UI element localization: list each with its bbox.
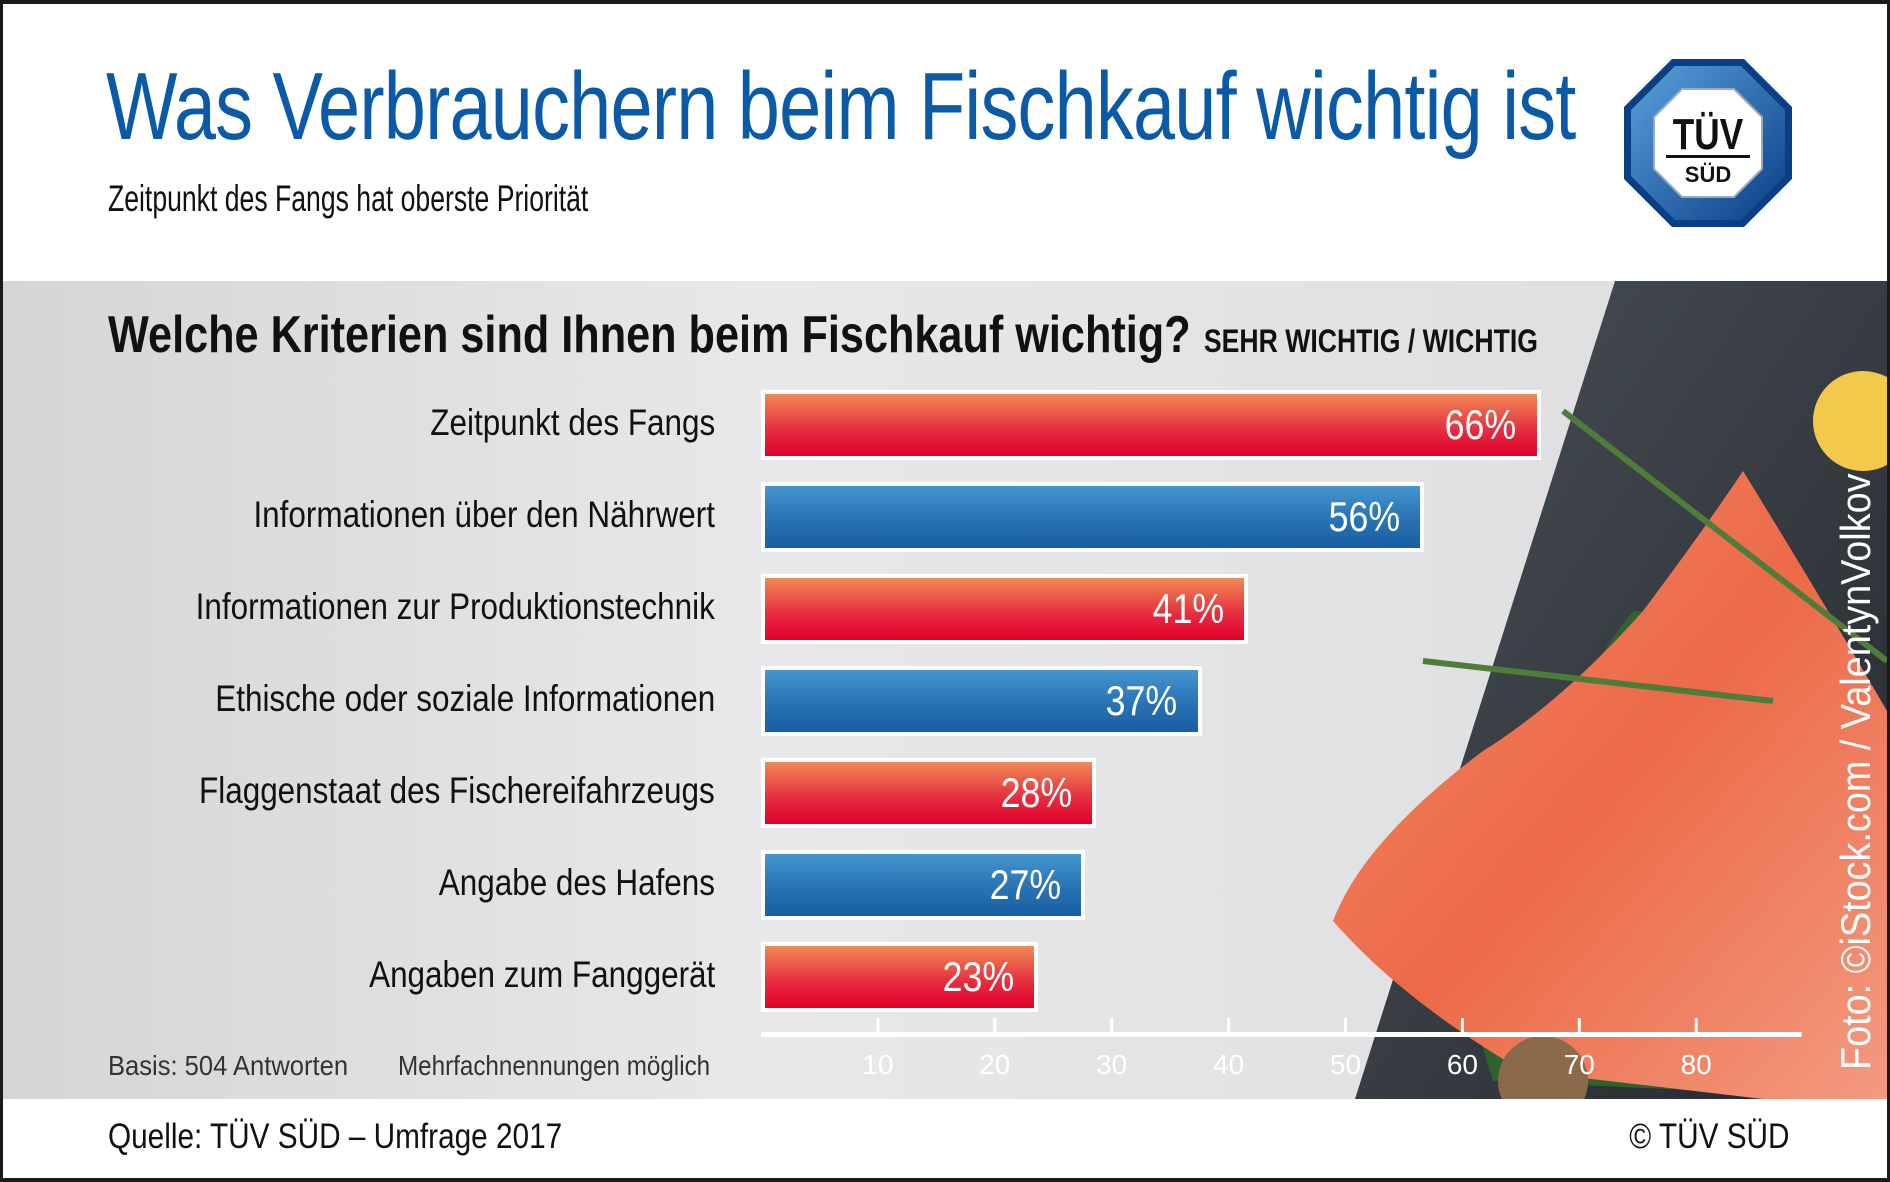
- bar-value-label: 56%: [1328, 493, 1400, 540]
- salmon-photo: [1333, 281, 1887, 1099]
- bar-fill: 66%: [765, 394, 1537, 456]
- source: Quelle: TÜV SÜD – Umfrage 2017: [108, 1117, 563, 1156]
- bar-value-label: 37%: [1106, 677, 1178, 724]
- bar: 41%: [761, 574, 1249, 644]
- bar: 27%: [761, 850, 1085, 920]
- chart-subtitle: SEHR WICHTIG / WICHTIG: [1203, 323, 1538, 359]
- category-label: Angabe des Hafens: [438, 862, 715, 903]
- page-subtitle: Zeitpunkt des Fangs hat oberste Prioritä…: [108, 178, 589, 219]
- logo-text-tuv: TÜV: [1673, 109, 1744, 159]
- multiple-answers-note: Mehrfachnennungen möglich: [398, 1050, 711, 1081]
- bar-fill: 41%: [765, 578, 1245, 640]
- bar-fill: 56%: [765, 486, 1420, 548]
- bar: 56%: [761, 482, 1424, 552]
- page-title: Was Verbrauchern beim Fischkauf wichtig …: [106, 53, 1576, 160]
- chart-title: Welche Kriterien sind Ihnen beim Fischka…: [108, 306, 1191, 364]
- category-label: Angaben zum Fanggerät: [368, 954, 715, 995]
- copyright: © TÜV SÜD: [1629, 1117, 1790, 1156]
- bar: 66%: [761, 390, 1541, 460]
- bar-fill: 23%: [765, 946, 1034, 1008]
- bar: 28%: [761, 758, 1097, 828]
- category-label: Zeitpunkt des Fangs: [430, 402, 715, 443]
- category-label: Informationen zur Produktionstechnik: [195, 586, 715, 627]
- bar-fill: 37%: [765, 670, 1198, 732]
- bar-value-label: 23%: [942, 953, 1014, 1000]
- category-label: Informationen über den Nährwert: [253, 494, 715, 535]
- basis-note: Basis: 504 Antworten: [108, 1050, 349, 1081]
- bar: 37%: [761, 666, 1202, 736]
- photo-credit: Foto: ©iStock.com / ValentynVolkov: [1832, 473, 1879, 1071]
- tuv-sud-logo: TÜV SÜD: [1624, 59, 1792, 227]
- bar: 23%: [761, 942, 1038, 1012]
- category-label: Flaggenstaat des Fischereifahrzeugs: [199, 770, 715, 811]
- bar-value-label: 66%: [1445, 401, 1517, 448]
- chart-question: Welche Kriterien sind Ihnen beim Fischka…: [108, 305, 1538, 365]
- bar-value-label: 41%: [1152, 585, 1225, 632]
- bar-fill: 28%: [765, 762, 1093, 824]
- category-label: Ethische oder soziale Informationen: [215, 678, 715, 719]
- bar-fill: 27%: [765, 854, 1081, 916]
- bar-value-label: 27%: [989, 861, 1061, 908]
- bar-value-label: 28%: [1000, 769, 1073, 816]
- logo-text-sud: SÜD: [1685, 162, 1731, 187]
